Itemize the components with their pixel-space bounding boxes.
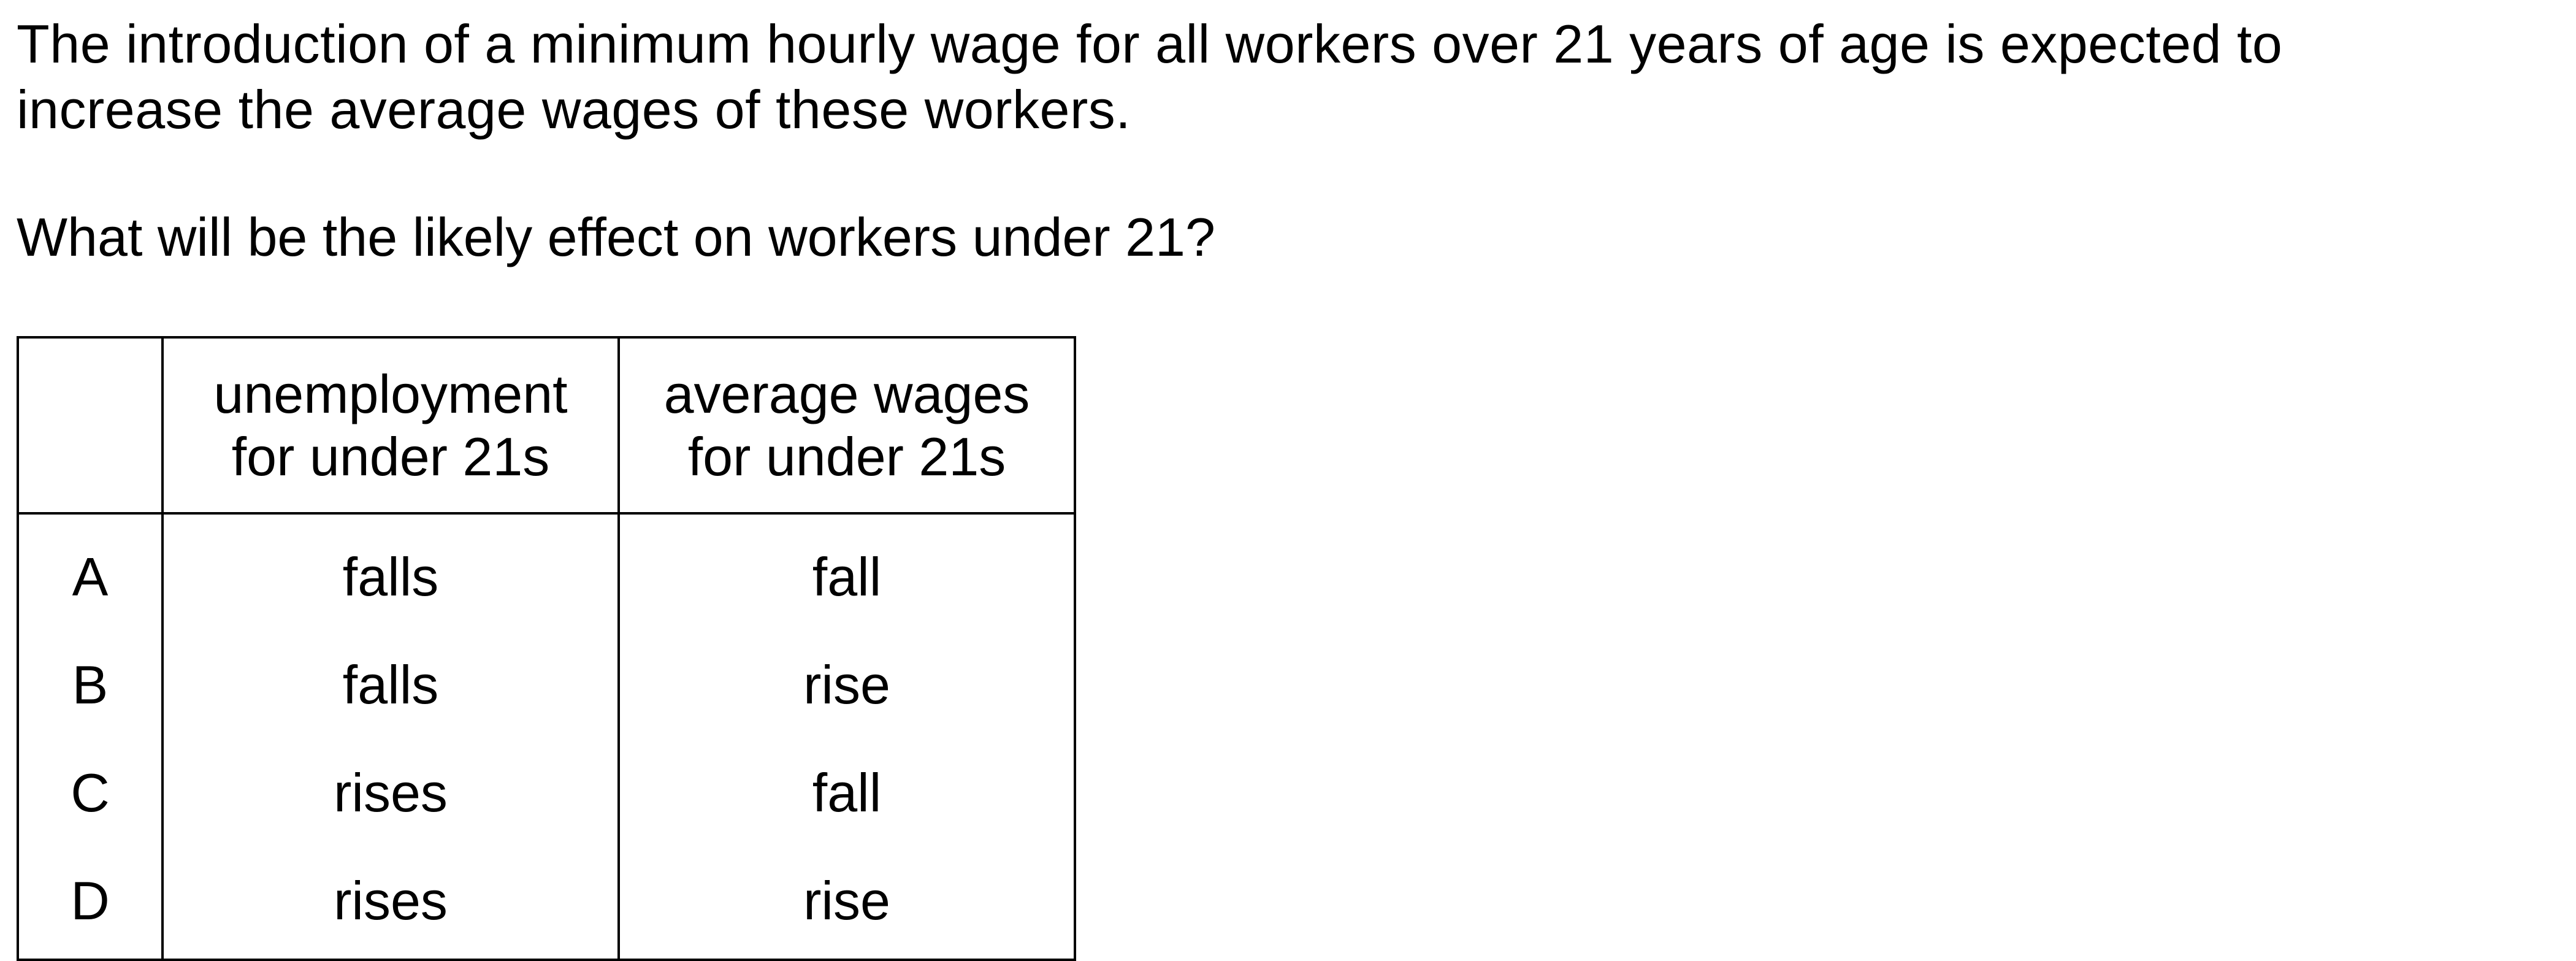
option-unemployment: rises (161, 739, 620, 847)
option-wages: fall (617, 513, 1076, 631)
question-stem: The introduction of a minimum hourly wag… (17, 13, 2283, 140)
table-row: D rises rise (17, 847, 1076, 960)
option-letter: B (17, 631, 164, 739)
table-header-row: unemployment for under 21s average wages… (17, 337, 1076, 515)
header-average-wages: average wages for under 21s (617, 337, 1076, 515)
option-wages: fall (617, 739, 1076, 847)
table-row: A falls fall (17, 513, 1076, 631)
option-letter: D (17, 847, 164, 960)
option-wages: rise (617, 847, 1076, 960)
answer-options-table: unemployment for under 21s average wages… (17, 336, 1076, 961)
option-wages: rise (617, 631, 1076, 739)
header-unemployment-line-2: for under 21s (231, 426, 550, 487)
option-letter: A (17, 513, 164, 631)
option-unemployment: rises (161, 847, 620, 960)
header-wages-line-2: for under 21s (687, 426, 1006, 487)
header-letter (17, 337, 164, 515)
option-unemployment: falls (161, 631, 620, 739)
option-letter: C (17, 739, 164, 847)
option-unemployment: falls (161, 513, 620, 631)
header-unemployment: unemployment for under 21s (161, 337, 620, 515)
table-row: C rises fall (17, 739, 1076, 847)
table-row: B falls rise (17, 631, 1076, 739)
question-prompt: What will be the likely effect on worker… (17, 207, 1215, 267)
header-wages-line-1: average wages (663, 363, 1030, 424)
header-unemployment-line-1: unemployment (213, 363, 568, 424)
